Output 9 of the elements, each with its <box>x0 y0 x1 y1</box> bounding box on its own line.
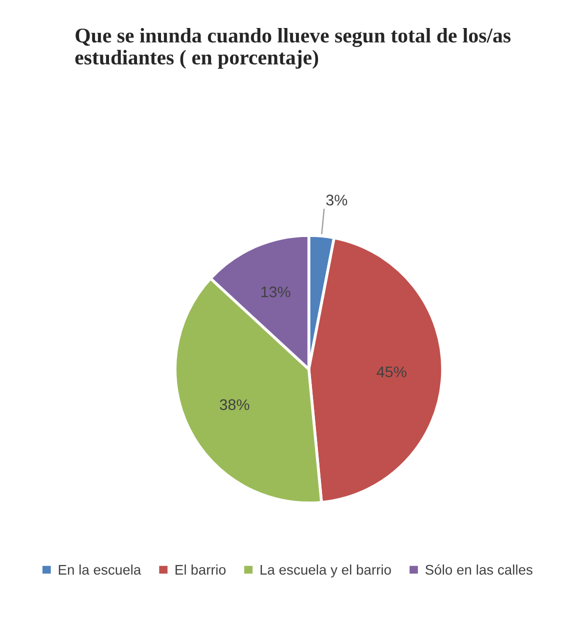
legend-label: Sólo en las calles <box>425 564 532 575</box>
data-label: 3% <box>326 194 348 206</box>
data-label: 38% <box>220 399 250 410</box>
legend-label: El barrio <box>176 564 226 575</box>
chart-title: Que se inunda cuando llueve segun total de los/as estudiantes ( en porcentaje) <box>75 28 511 69</box>
legend-label: En la escuela <box>58 564 142 575</box>
data-label: 13% <box>261 286 290 298</box>
data-label: 45% <box>376 366 406 378</box>
legend-label: La escuela y el barrio <box>260 564 391 578</box>
